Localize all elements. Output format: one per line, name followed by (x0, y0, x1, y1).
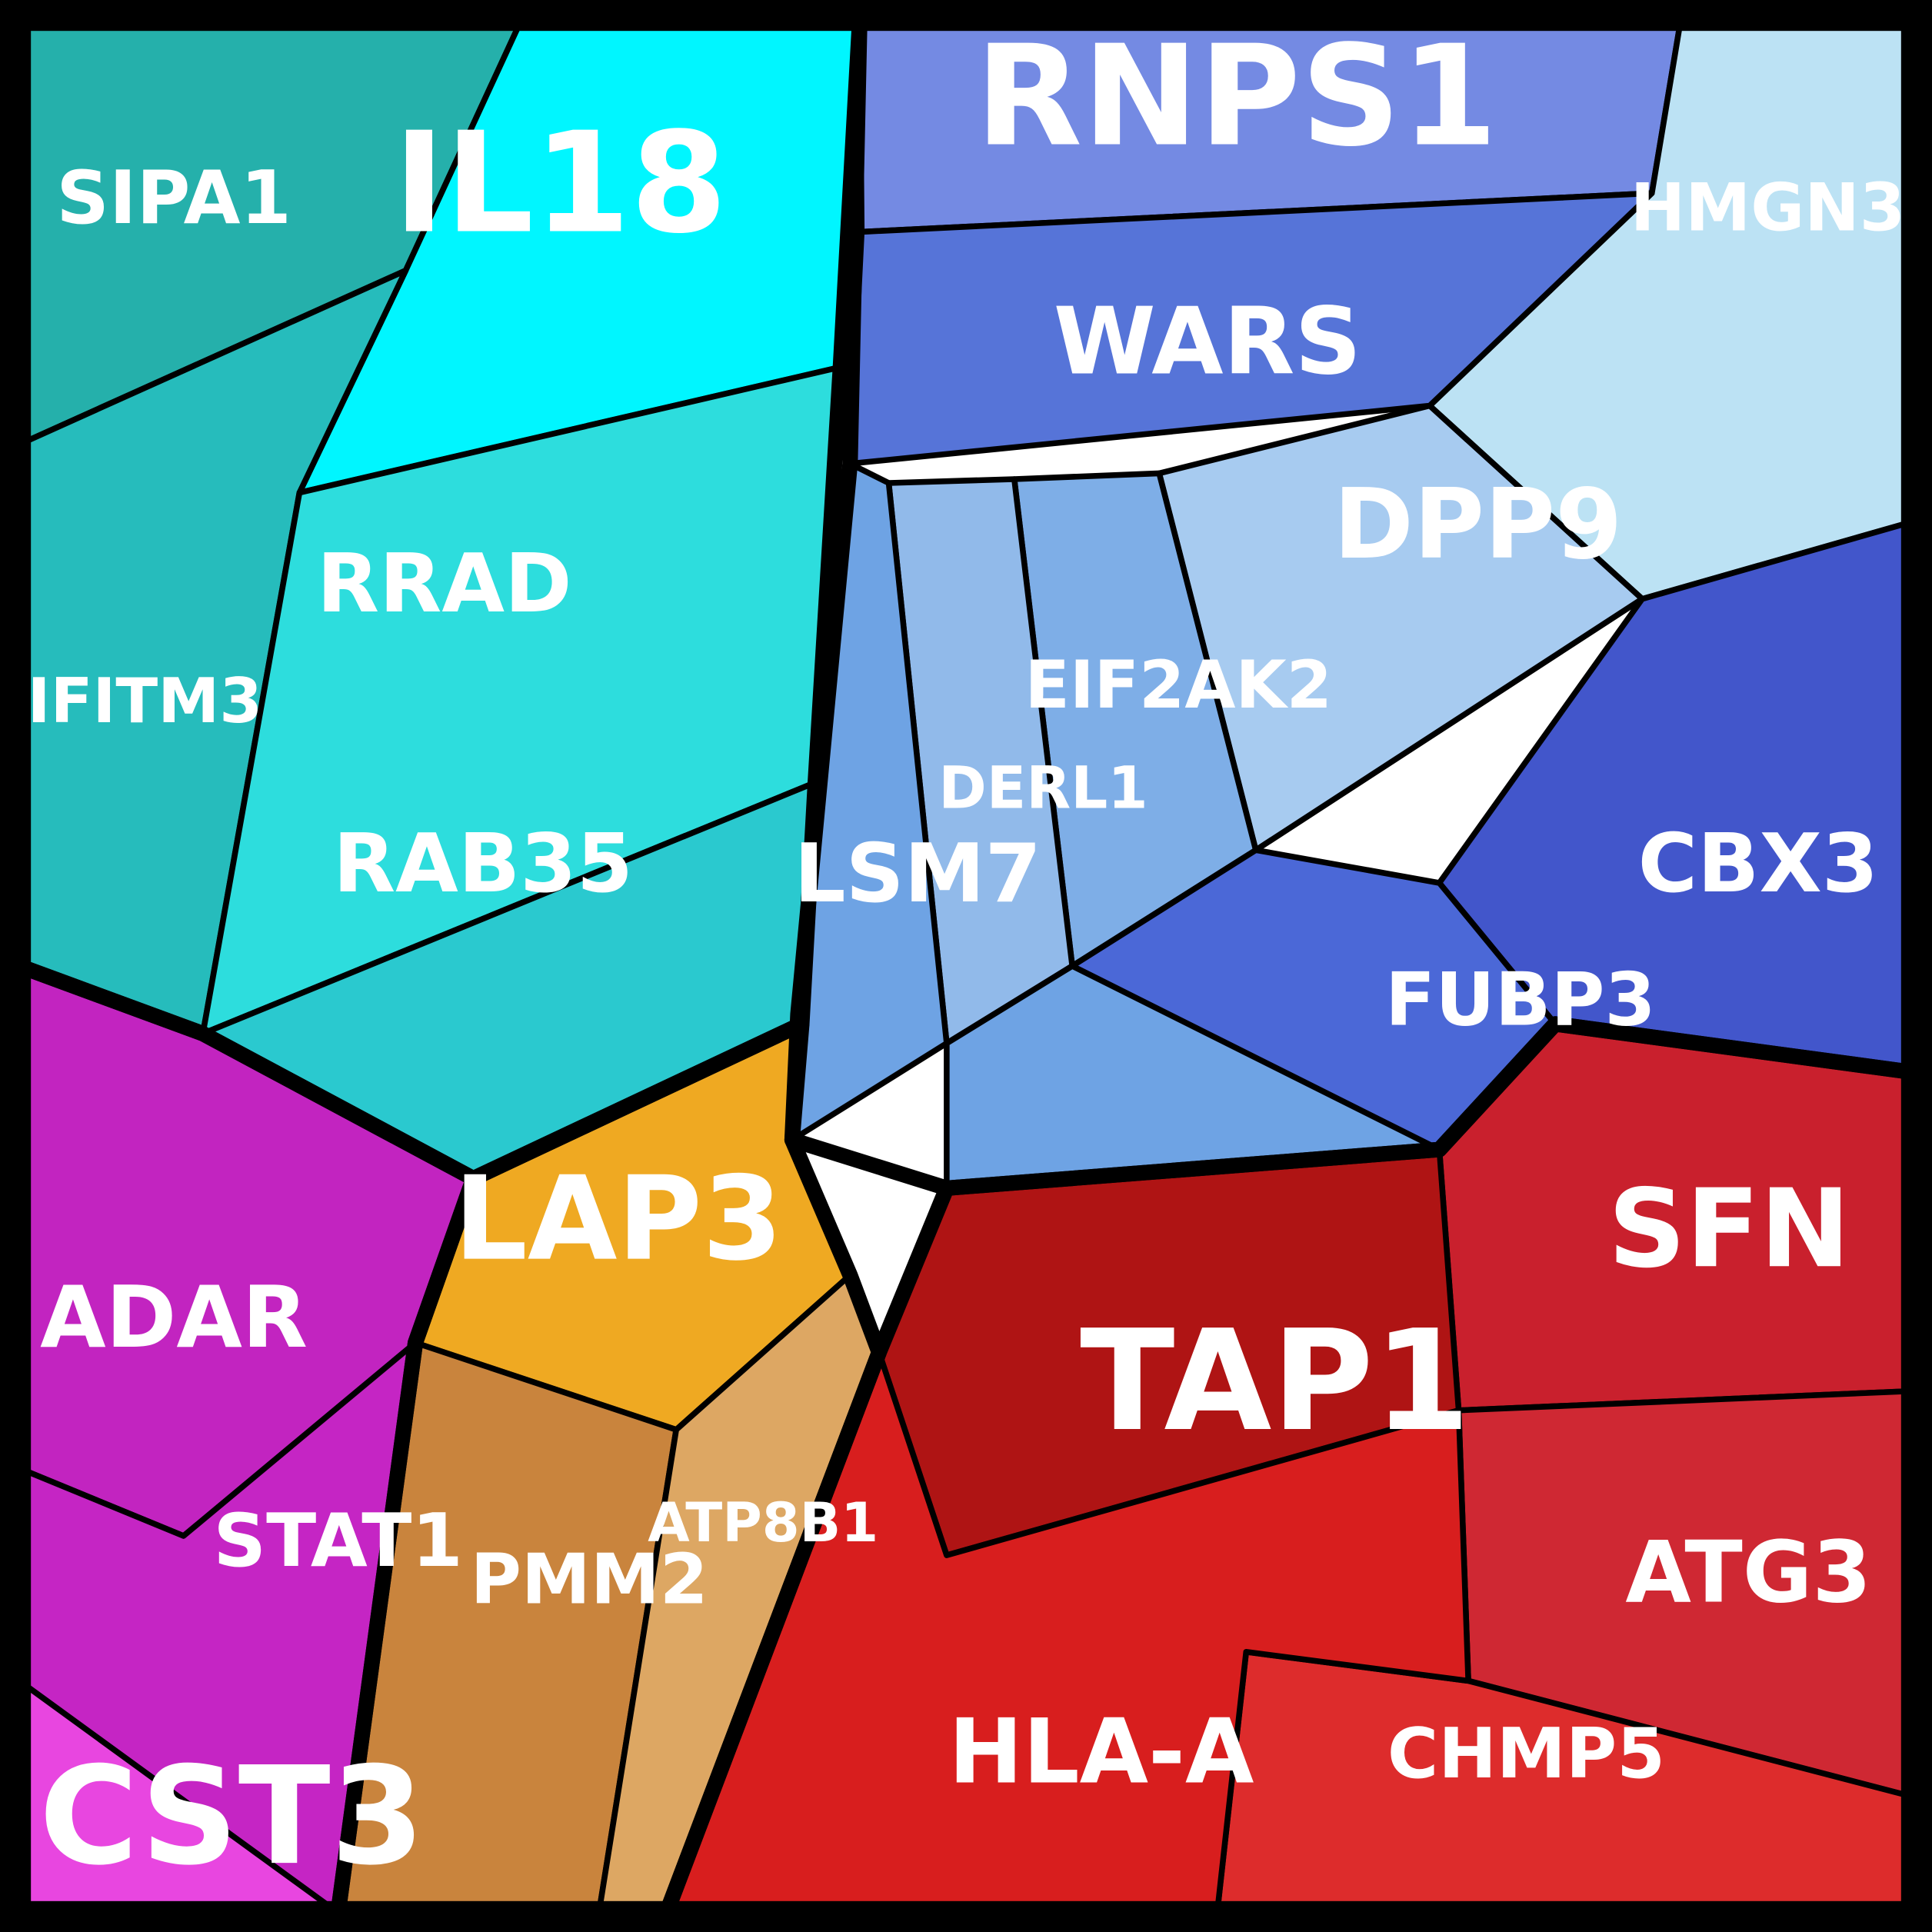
label-dpp9: DPP9 (1334, 468, 1623, 581)
label-atg3: ATG3 (1625, 1524, 1871, 1623)
label-wars: WARS (1054, 288, 1362, 395)
voronoi-treemap: SIPA1 IL18 IFITM3 RRAD RAB35 RNPS1 HMGN3 WARS DP… (0, 0, 1932, 1932)
label-hlaa: HLA-A (948, 1701, 1254, 1804)
label-sfn: SFN (1608, 1166, 1850, 1292)
label-stat1: STAT1 (213, 1497, 462, 1584)
label-rrad: RRAD (317, 536, 572, 631)
label-lsm7: LSM7 (794, 826, 1041, 921)
label-lap3: LAP3 (454, 1151, 783, 1287)
label-derl1: DERL1 (938, 754, 1148, 821)
label-atp8b1: ATP8B1 (648, 1491, 878, 1554)
label-chmp5: CHMP5 (1387, 1714, 1665, 1794)
label-rnps1: RNPS1 (975, 15, 1497, 177)
label-il18: IL18 (393, 102, 727, 265)
label-tap1: TAP1 (1080, 1300, 1471, 1462)
label-hmgn3: HMGN3 (1631, 171, 1905, 247)
label-ifitm3: IFITM3 (28, 665, 262, 737)
label-fubp3: FUBP3 (1385, 957, 1656, 1043)
label-cbx3: CBX3 (1638, 816, 1879, 911)
label-cst3: CST3 (39, 1738, 425, 1895)
label-rab35: RAB35 (333, 816, 633, 911)
label-eif2ak2: EIF2AK2 (1025, 648, 1333, 724)
label-sipa1: SIPA1 (56, 155, 291, 241)
label-adar: ADAR (40, 1268, 308, 1367)
